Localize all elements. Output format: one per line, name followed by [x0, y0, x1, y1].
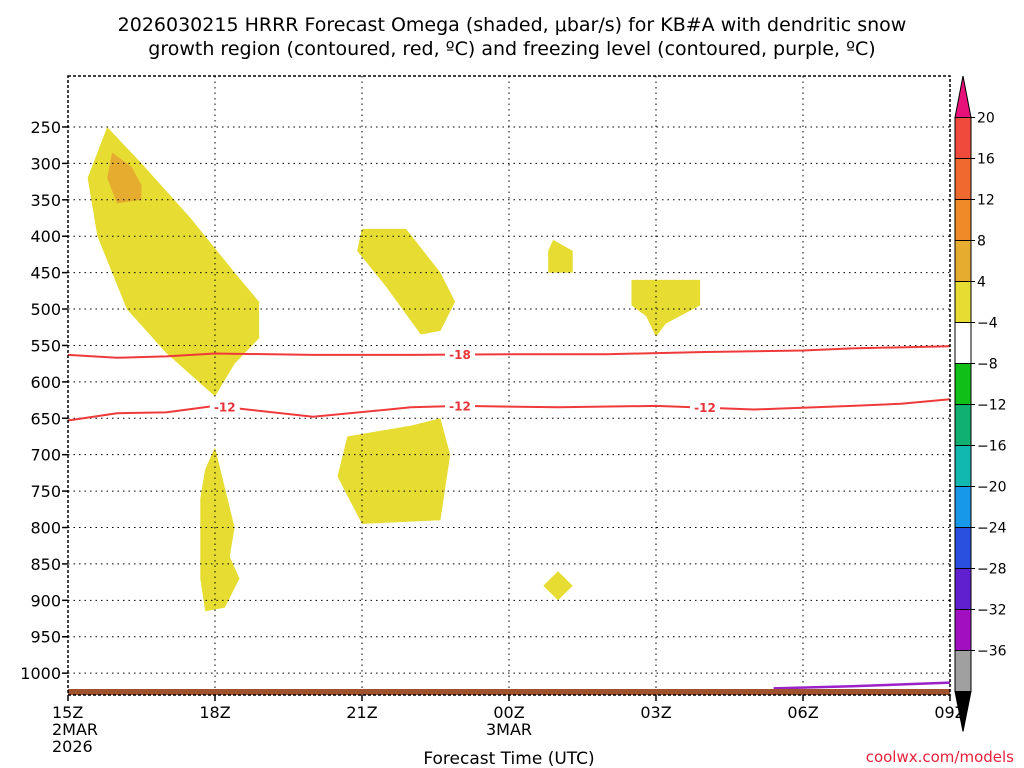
colorbar-tick-label: 16 — [977, 152, 995, 168]
chart-title-line2: growth region (contoured, red, ºC) and f… — [148, 38, 875, 60]
colorbar-tick-label: −4 — [977, 316, 998, 332]
colorbar-bin--24-to--20 — [954, 527, 972, 569]
y-tick-label-950: 950 — [30, 628, 61, 647]
colorbar-bin--32-to--28 — [954, 609, 972, 651]
colorbar-tick-label: −16 — [977, 439, 1007, 455]
x-tick-year-15Z: 2026 — [52, 737, 93, 756]
contour-label-bg — [445, 347, 475, 362]
y-tick-label-750: 750 — [30, 482, 61, 501]
y-tick-label-550: 550 — [30, 336, 61, 355]
colorbar-tick-label: 8 — [977, 234, 986, 250]
colorbar-tick-label: −36 — [977, 644, 1007, 660]
colorbar-bin-8-to-12 — [954, 199, 972, 241]
contour-label-bg — [690, 400, 720, 415]
x-tick-label-03Z: 03Z — [640, 703, 671, 722]
y-tick-label-650: 650 — [30, 409, 61, 428]
contour-label-12: -12 — [694, 401, 716, 415]
colorbar-tick-label: 12 — [977, 193, 995, 209]
colorbar: 20 16 12 8 4 −4 −8 −12 −16 −20 −24 −28 −32 −36 — [954, 75, 1007, 732]
colorbar-tick-label: −20 — [977, 480, 1007, 496]
x-tick-label-00Z: 00Z — [493, 703, 524, 722]
colorbar-top-arrow — [954, 75, 972, 118]
colorbar-bin-16-to-20 — [954, 117, 972, 159]
colorbar-tick-label: −8 — [977, 357, 998, 373]
dgz-contour-layer: -18 -12 -12 -12 — [67, 345, 951, 422]
colorbar-tick-label: 4 — [977, 275, 986, 291]
omega-region-low-18z — [200, 447, 240, 612]
colorbar-tick-label: −24 — [977, 521, 1007, 537]
y-tick-label-250: 250 — [30, 118, 61, 137]
x-tick-label-15Z: 15Z — [52, 703, 83, 722]
freezing-level-line — [773, 681, 951, 690]
contour-label-bg — [209, 399, 240, 414]
colorbar-bin--28-to--24 — [954, 568, 972, 610]
contour-label-bg — [445, 398, 475, 413]
colorbar-bin-12-to-16 — [954, 158, 972, 200]
x-tick-date-00Z: 3MAR — [486, 720, 532, 739]
omega-region-small-03z — [631, 279, 701, 337]
contour-label-12: -12 — [449, 399, 471, 413]
x-tick-label-21Z: 21Z — [346, 703, 377, 722]
colorbar-tick-label: 20 — [977, 111, 995, 127]
omega-region-mid-upper-21z — [357, 228, 456, 335]
plot-area: -18 -12 -12 -12 — [67, 75, 951, 696]
y-tick-label-800: 800 — [30, 519, 61, 538]
omega-region-tiny-01z-900mb — [543, 571, 573, 601]
y-tick-label-500: 500 — [30, 300, 61, 319]
grid-layer — [68, 76, 950, 695]
x-tick-date-15Z: 2MAR — [52, 720, 98, 739]
y-tick-label-1000: 1000 — [20, 664, 61, 683]
x-tick-label-06Z: 06Z — [787, 703, 818, 722]
chart-title-line1: 2026030215 HRRR Forecast Omega (shaded, … — [118, 14, 907, 36]
colorbar-bin--16-to--12 — [954, 445, 972, 487]
omega-region-low-22z — [337, 418, 451, 524]
freezing-level-layer — [773, 681, 951, 690]
terrain-surface — [68, 689, 950, 695]
y-tick-label-700: 700 — [30, 446, 61, 465]
colorbar-bin--20-to--16 — [954, 486, 972, 528]
x-axis-label: Forecast Time (UTC) — [423, 749, 594, 768]
y-tick-label-900: 900 — [30, 591, 61, 610]
contour-label-18: -18 — [449, 348, 471, 362]
colorbar-bin--12-to--8 — [954, 404, 972, 446]
colorbar-bin--4-to-0 — [954, 322, 972, 364]
colorbar-bin-0-to-4 — [954, 281, 972, 323]
contour-label-12: -12 — [214, 400, 236, 414]
y-tick-label-450: 450 — [30, 264, 61, 283]
colorbar-bin--8-to--4 — [954, 363, 972, 405]
y-tick-label-850: 850 — [30, 555, 61, 574]
omega-shading-layer — [87, 127, 701, 612]
y-tick-label-300: 300 — [30, 154, 61, 173]
colorbar-tick-label: −32 — [977, 603, 1007, 619]
omega-region-upper-left-core — [107, 152, 142, 204]
credit-text: coolwx.com/models — [866, 748, 1014, 766]
y-tick-label-400: 400 — [30, 227, 61, 246]
colorbar-bottom-arrow — [954, 691, 972, 732]
colorbar-tick-label: −28 — [977, 562, 1007, 578]
y-tick-label-600: 600 — [30, 373, 61, 392]
omega-region-small-01z — [548, 239, 573, 273]
colorbar-bin-4-to-8 — [954, 240, 972, 282]
pressure-axis: 250 300 350 400 450 500 550 600 650 700 750 800 850 9… — [20, 118, 68, 683]
colorbar-tick-label: −12 — [977, 398, 1007, 414]
x-tick-label-18Z: 18Z — [199, 703, 230, 722]
y-tick-label-350: 350 — [30, 191, 61, 210]
colorbar-bin--36-to--32 — [954, 650, 972, 692]
